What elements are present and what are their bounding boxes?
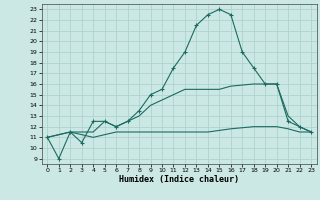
X-axis label: Humidex (Indice chaleur): Humidex (Indice chaleur) bbox=[119, 175, 239, 184]
